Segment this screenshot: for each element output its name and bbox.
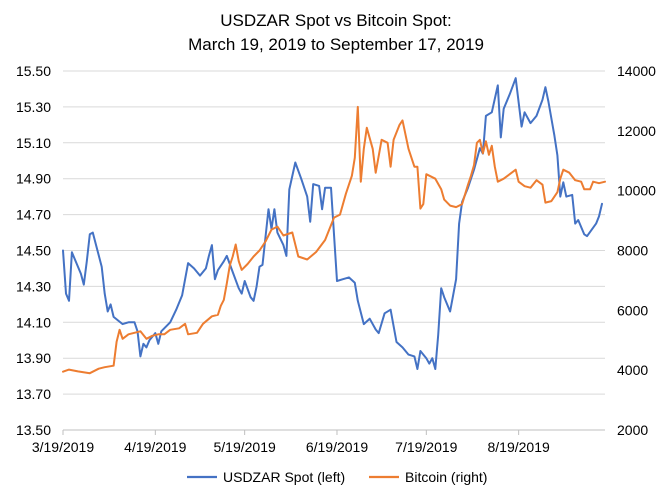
chart-title-line-1: USDZAR Spot vs Bitcoin Spot: [220, 11, 451, 30]
x-axis-ticks: 3/19/2019 4/19/2019 5/19/2019 6/19/2019 7/19… [32, 430, 550, 455]
series-line-usdzar [62, 77, 603, 370]
series-lines [62, 77, 606, 375]
grid-lines [63, 70, 605, 431]
left-axis-ticks: 13.50 13.70 13.90 14.10 14.30 14.50 14.70 14.90… [16, 63, 51, 438]
right-axis-tick-label: 2000 [617, 422, 648, 438]
series-line-bitcoin [62, 105, 606, 375]
left-axis-tick-label: 13.50 [16, 422, 51, 438]
left-axis-tick-label: 15.50 [16, 63, 51, 79]
left-axis-tick-label: 14.70 [16, 207, 51, 223]
right-axis-tick-label: 10000 [617, 183, 656, 199]
left-axis-tick-label: 14.90 [16, 171, 51, 187]
left-axis-tick-label: 15.10 [16, 135, 51, 151]
right-axis-tick-label: 12000 [617, 123, 656, 139]
right-axis-tick-label: 14000 [617, 63, 656, 79]
x-axis-tick-label: 7/19/2019 [395, 439, 457, 455]
x-axis-tick-label: 8/19/2019 [487, 439, 549, 455]
right-axis-tick-label: 6000 [617, 302, 648, 318]
right-axis-ticks: 2000 4000 6000 8000 10000 12000 14000 [617, 63, 656, 438]
right-axis-tick-label: 8000 [617, 243, 648, 259]
left-axis-tick-label: 14.10 [16, 314, 51, 330]
left-axis-tick-label: 13.70 [16, 386, 51, 402]
right-axis-tick-label: 4000 [617, 362, 648, 378]
left-axis-tick-label: 15.30 [16, 99, 51, 115]
legend-label-bitcoin: Bitcoin (right) [405, 469, 487, 485]
chart-title-line-2: March 19, 2019 to September 17, 2019 [188, 35, 484, 54]
legend: USDZAR Spot (left) Bitcoin (right) [187, 469, 487, 485]
x-axis-tick-label: 6/19/2019 [306, 439, 368, 455]
left-axis-tick-label: 14.30 [16, 278, 51, 294]
left-axis-tick-label: 13.90 [16, 350, 51, 366]
x-axis-tick-label: 3/19/2019 [32, 439, 94, 455]
left-axis-tick-label: 14.50 [16, 243, 51, 259]
x-axis-tick-label: 5/19/2019 [214, 439, 276, 455]
x-axis-tick-label: 4/19/2019 [124, 439, 186, 455]
legend-label-usdzar: USDZAR Spot (left) [223, 469, 345, 485]
